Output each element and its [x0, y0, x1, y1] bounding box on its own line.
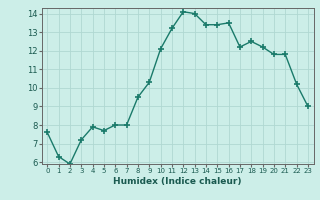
X-axis label: Humidex (Indice chaleur): Humidex (Indice chaleur) [113, 177, 242, 186]
